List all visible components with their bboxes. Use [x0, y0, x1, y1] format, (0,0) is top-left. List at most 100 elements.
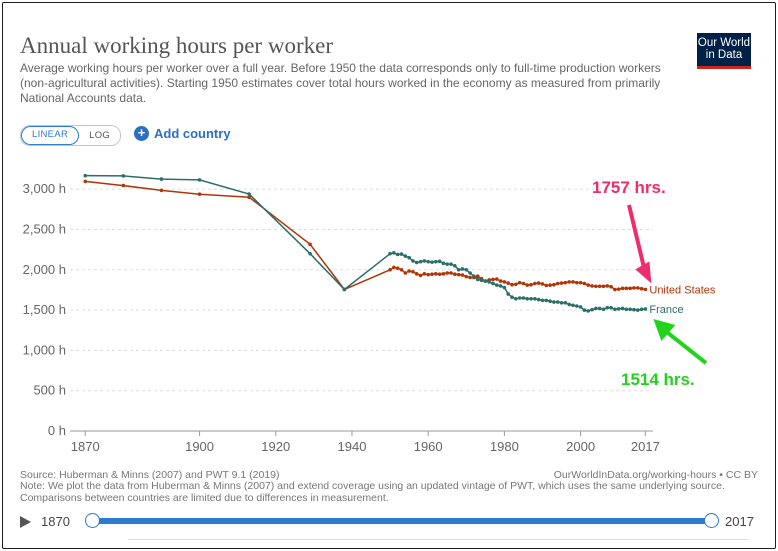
- data-point: [517, 280, 522, 285]
- data-point: [388, 267, 392, 272]
- data-point: [247, 192, 251, 196]
- data-point: [582, 281, 587, 286]
- data-point: [407, 255, 411, 260]
- data-point: [464, 274, 469, 279]
- data-point: [544, 283, 549, 288]
- arrow-france: [664, 329, 708, 365]
- data-point: [548, 299, 552, 304]
- x-tick-label: 1960: [414, 439, 443, 454]
- data-point: [475, 274, 480, 279]
- y-tick-label: 2,500 h: [23, 221, 66, 236]
- data-point: [510, 295, 514, 299]
- data-point: [597, 306, 602, 311]
- data-point: [464, 267, 469, 272]
- data-point: [434, 272, 438, 276]
- line-chart: 0 h 500 h 1,000 h 1,500 h 2,000 h 2,500 h 3,00…: [23, 173, 716, 454]
- data-point: [536, 297, 541, 302]
- data-point: [605, 284, 610, 288]
- data-point: [407, 269, 411, 273]
- timeline-start-handle[interactable]: [85, 513, 100, 528]
- data-point: [639, 307, 644, 312]
- data-point: [548, 283, 552, 287]
- data-point: [392, 265, 396, 270]
- data-point: [83, 179, 88, 184]
- data-point: [422, 272, 427, 276]
- source-text: Source: Huberman & Minns (2007) and PWT …: [20, 469, 280, 481]
- data-point: [613, 307, 617, 312]
- data-point: [540, 298, 545, 303]
- data-point: [121, 174, 126, 178]
- add-country-button[interactable]: + Add country: [134, 126, 231, 141]
- data-point: [517, 296, 522, 300]
- data-point: [506, 281, 511, 285]
- data-point: [590, 307, 594, 312]
- data-point: [411, 270, 415, 274]
- y-axis-labels: 0 h 500 h 1,000 h 1,500 h 2,000 h 2,500 h 3,00…: [23, 181, 66, 438]
- annotations: 1757 hrs. 1514 hrs.: [592, 178, 708, 389]
- data-point: [578, 305, 583, 309]
- data-point: [590, 284, 594, 288]
- x-axis: 1870 1900 1920 1940 1960 1980 2000 2017: [70, 430, 660, 454]
- data-point: [437, 272, 442, 277]
- logo-line-1: Our World: [697, 37, 751, 49]
- data-point: [514, 282, 518, 287]
- data-point: [418, 259, 423, 264]
- data-point: [502, 280, 507, 284]
- linear-scale-button[interactable]: LINEAR: [21, 126, 80, 145]
- data-point: [197, 192, 202, 196]
- data-point: [247, 195, 251, 200]
- data-point: [449, 262, 453, 266]
- data-point: [635, 286, 640, 290]
- data-point: [624, 307, 629, 312]
- data-point: [434, 259, 438, 264]
- data-point: [620, 306, 625, 311]
- data-point: [121, 183, 126, 188]
- data-point: [540, 282, 545, 286]
- data-point: [456, 272, 461, 277]
- x-tick-label: 1940: [338, 439, 367, 454]
- data-point: [403, 254, 408, 258]
- data-point: [536, 281, 541, 285]
- data-point: [460, 267, 465, 271]
- source-url-link[interactable]: OurWorldInData.org/working-hours • CC BY: [553, 469, 758, 481]
- data-point: [483, 279, 488, 283]
- data-point: [487, 280, 491, 284]
- data-point: [414, 260, 419, 265]
- log-scale-button[interactable]: LOG: [89, 130, 111, 141]
- data-point: [552, 300, 556, 304]
- data-point: [555, 300, 560, 304]
- timeline-end-handle[interactable]: [704, 513, 719, 528]
- data-point: [559, 281, 564, 285]
- data-point: [643, 307, 648, 311]
- x-tick-label: 2000: [566, 439, 595, 454]
- data-point: [449, 271, 453, 275]
- data-point: [472, 274, 476, 279]
- data-point: [533, 297, 537, 301]
- play-icon[interactable]: [20, 516, 31, 528]
- divider: [128, 539, 748, 546]
- data-point: [628, 307, 632, 312]
- data-point: [498, 284, 503, 288]
- data-point: [620, 286, 625, 291]
- data-point: [521, 281, 526, 286]
- data-point: [414, 272, 419, 276]
- data-point: [411, 259, 415, 263]
- series-label: United States: [649, 284, 716, 296]
- data-point: [388, 251, 392, 256]
- arrow-france-head: [653, 318, 676, 341]
- data-point: [426, 272, 430, 277]
- x-tick-label: 1870: [71, 439, 100, 454]
- data-point: [571, 303, 575, 308]
- timeline-track[interactable]: [85, 513, 719, 528]
- data-point: [597, 284, 602, 289]
- data-point: [453, 272, 457, 277]
- data-point: [582, 308, 587, 312]
- data-point: [468, 275, 472, 280]
- y-tick-label: 2,000 h: [23, 262, 66, 277]
- data-point: [308, 242, 312, 247]
- data-point: [491, 281, 495, 286]
- owid-logo[interactable]: Our World in Data: [697, 33, 751, 69]
- data-point: [559, 301, 564, 305]
- data-point: [601, 284, 606, 289]
- y-tick-label: 500 h: [33, 383, 66, 398]
